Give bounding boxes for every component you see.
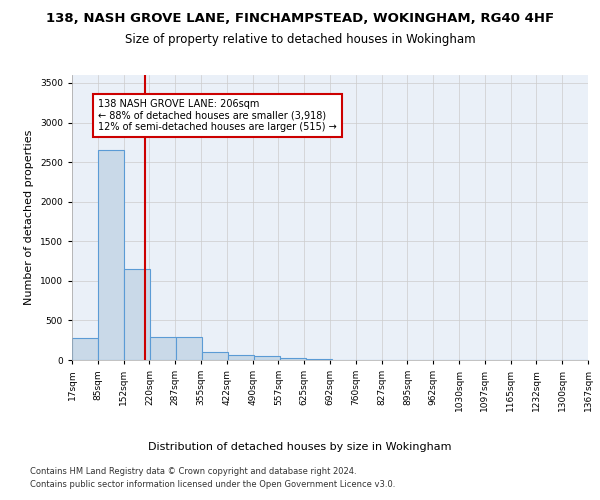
Bar bbox=[124, 269, 150, 360]
Bar bbox=[280, 358, 306, 360]
Bar bbox=[202, 352, 228, 360]
Bar bbox=[306, 359, 332, 360]
Bar bbox=[254, 356, 280, 360]
Bar bbox=[176, 338, 202, 360]
Bar bbox=[72, 338, 98, 360]
Text: Distribution of detached houses by size in Wokingham: Distribution of detached houses by size … bbox=[148, 442, 452, 452]
Bar bbox=[98, 150, 124, 360]
Bar bbox=[228, 355, 254, 360]
Bar bbox=[150, 338, 176, 360]
Text: 138 NASH GROVE LANE: 206sqm
← 88% of detached houses are smaller (3,918)
12% of : 138 NASH GROVE LANE: 206sqm ← 88% of det… bbox=[98, 99, 337, 132]
Y-axis label: Number of detached properties: Number of detached properties bbox=[25, 130, 34, 305]
Text: 138, NASH GROVE LANE, FINCHAMPSTEAD, WOKINGHAM, RG40 4HF: 138, NASH GROVE LANE, FINCHAMPSTEAD, WOK… bbox=[46, 12, 554, 26]
Text: Contains HM Land Registry data © Crown copyright and database right 2024.: Contains HM Land Registry data © Crown c… bbox=[30, 468, 356, 476]
Text: Size of property relative to detached houses in Wokingham: Size of property relative to detached ho… bbox=[125, 32, 475, 46]
Text: Contains public sector information licensed under the Open Government Licence v3: Contains public sector information licen… bbox=[30, 480, 395, 489]
